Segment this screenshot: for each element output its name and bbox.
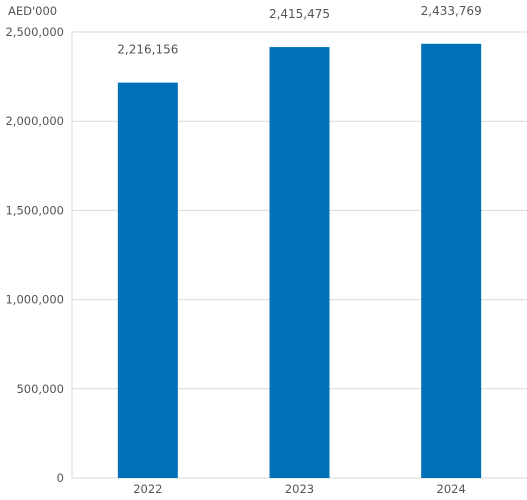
y-tick-label: 2,500,000 [5,25,64,39]
bar-2024 [421,43,482,478]
y-tick-label: 2,000,000 [5,114,64,128]
bars [117,43,482,479]
x-tick-label: 2023 [285,482,314,496]
y-tick-labels: 0 500,000 1,000,000 1,500,000 2,000,000 2,500… [5,25,64,485]
bar-2022 [117,82,178,479]
y-tick-label: 1,500,000 [5,203,64,217]
data-label: 2,433,769 [421,4,482,18]
y-axis-unit-label: AED'000 [8,4,57,18]
y-tick-label: 1,000,000 [5,293,64,307]
data-label: 2,415,475 [269,7,330,21]
x-tick-labels: 2022 2023 2024 [133,482,466,496]
data-labels: 2,216,156 2,415,475 2,433,769 [117,4,481,57]
y-tick-label: 500,000 [16,382,64,396]
y-tick-label: 0 [57,471,64,485]
x-tick-label: 2022 [133,482,162,496]
bar-2023 [269,47,330,479]
data-label: 2,216,156 [117,43,178,57]
x-tick-label: 2024 [437,482,466,496]
